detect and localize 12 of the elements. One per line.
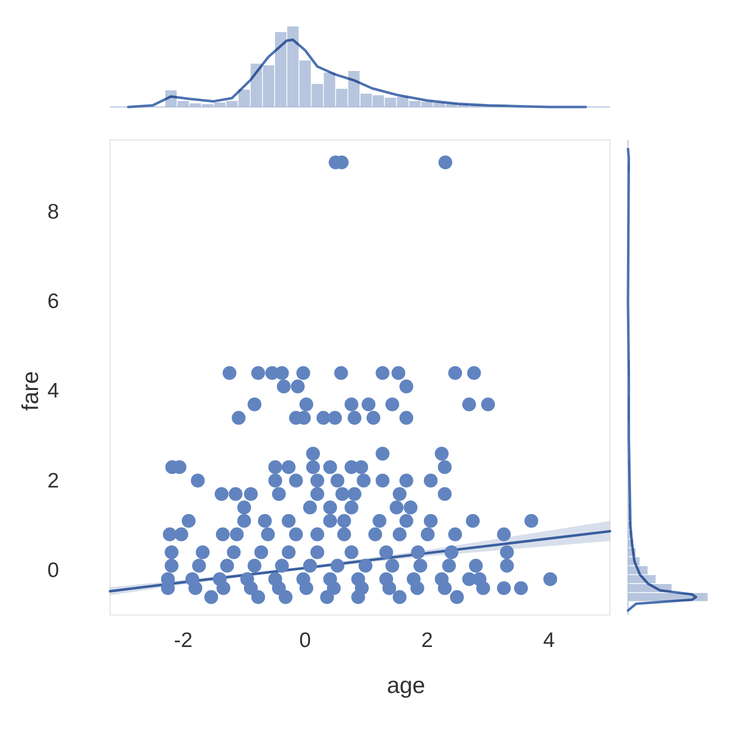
x-tick-label: -2 — [174, 629, 193, 652]
x-tick-label: 0 — [299, 629, 311, 652]
y-tick-label: 0 — [47, 558, 59, 582]
y-tick-label: 2 — [47, 469, 59, 492]
line-series — [108, 530, 612, 592]
x-tick-label: 2 — [421, 629, 433, 652]
y-tick-label: 4 — [47, 380, 60, 403]
x-axis-title: age — [386, 672, 426, 698]
x-tick-label: 4 — [543, 629, 556, 652]
y-tick-label: 8 — [47, 200, 59, 224]
y-axis-title: fare — [17, 371, 43, 411]
y-tick-label: 6 — [47, 290, 59, 314]
